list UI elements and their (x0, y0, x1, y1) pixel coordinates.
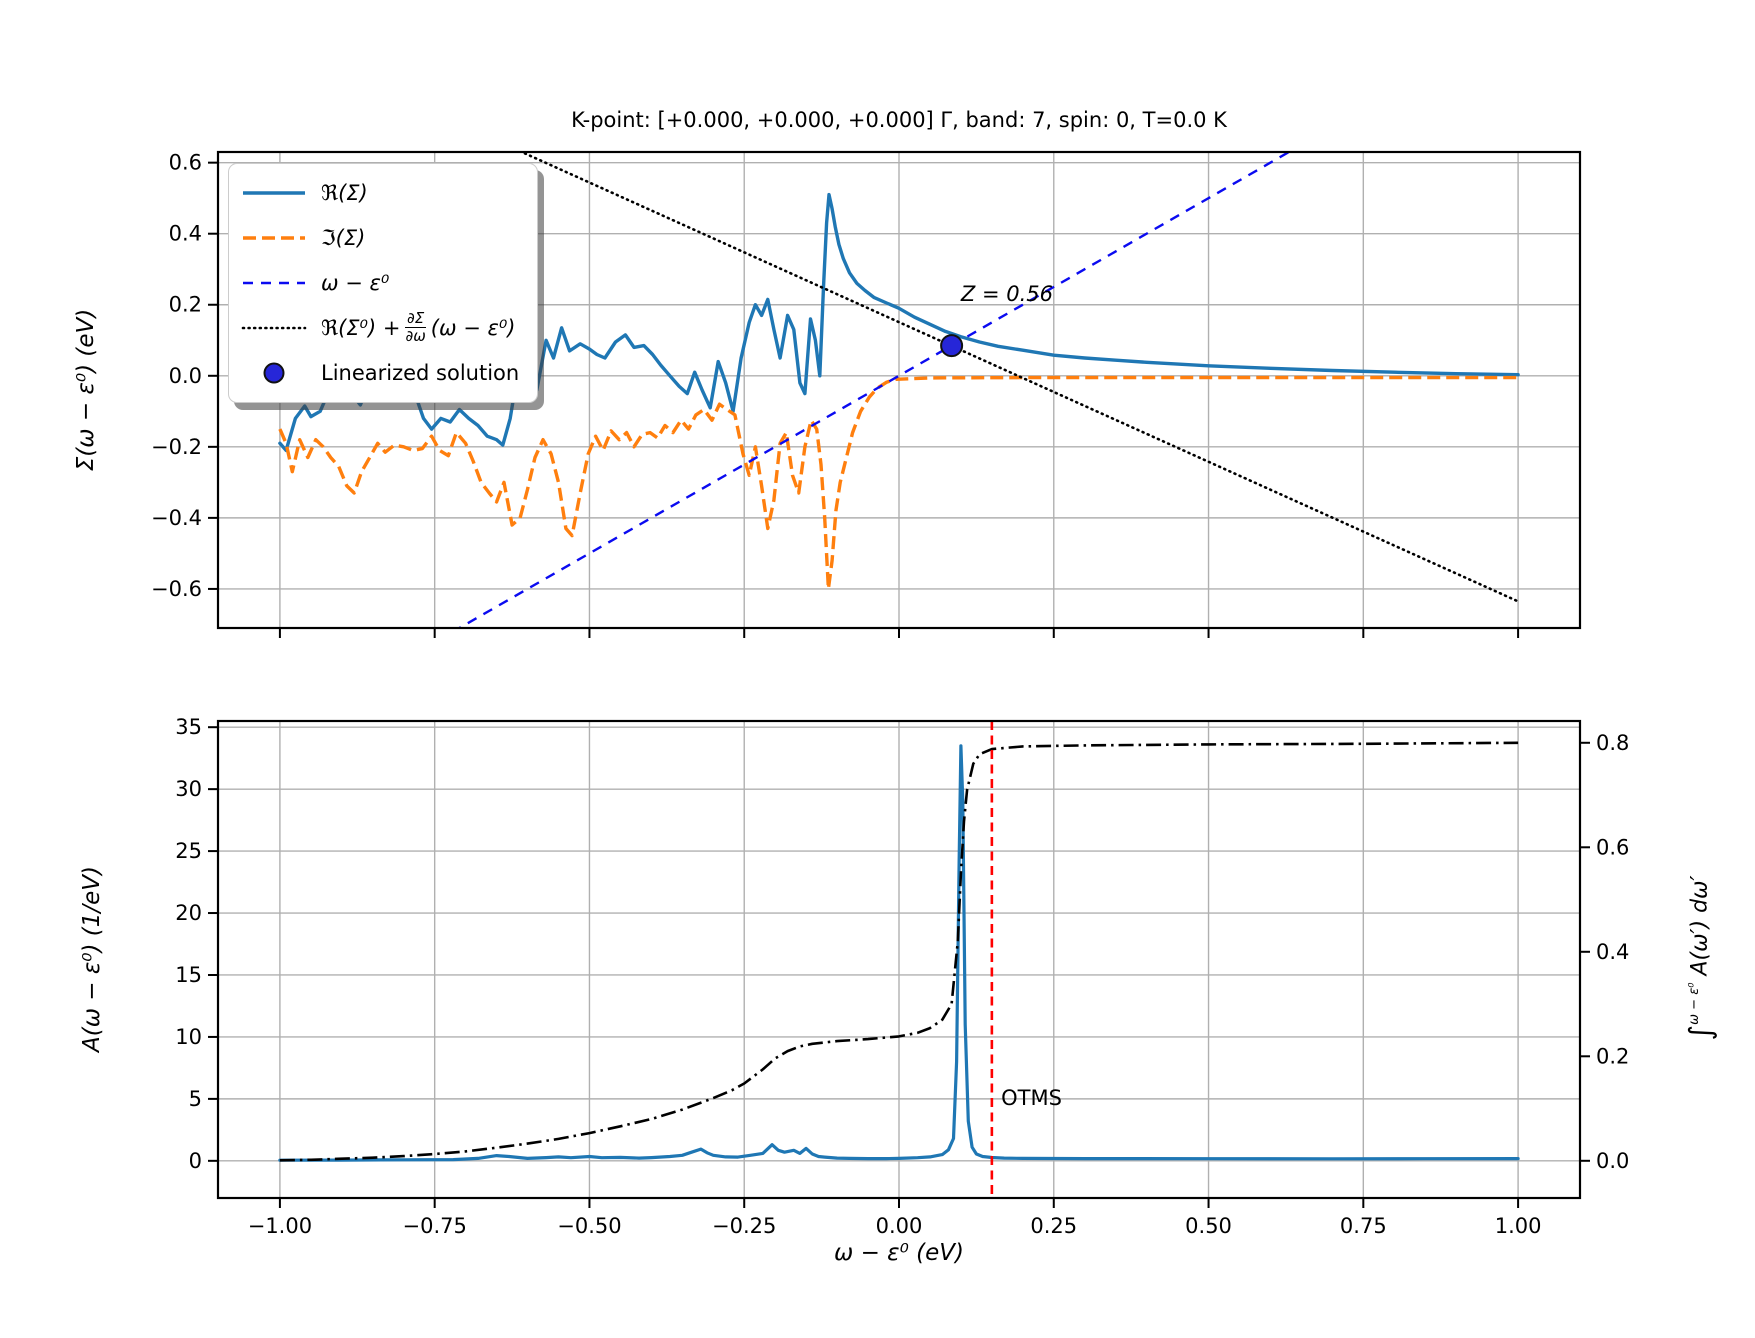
gridlines (218, 721, 1580, 1198)
tick-label: −0.75 (403, 1214, 467, 1238)
legend-label: ℑ(Σ) (321, 226, 366, 250)
tick-label: −0.6 (151, 577, 202, 601)
tick-label: 0 (189, 1149, 202, 1173)
tick-label: −1.00 (248, 1214, 312, 1238)
tick-label: −0.50 (557, 1214, 621, 1238)
legend-item-linearized-solution: Linearized solution (241, 354, 519, 392)
legend-item-im-sigma: ℑ(Σ) (241, 219, 519, 257)
tick-label: −0.2 (151, 435, 202, 459)
equation-fraction: ∂Σ ∂ω (405, 309, 426, 345)
y-axis-label-sigma: Σ(ω − ε⁰) (eV) (73, 308, 99, 472)
tick-label: 0.2 (1596, 1044, 1629, 1068)
tick-label: 0.0 (169, 364, 202, 388)
linearized-sigma-line (518, 152, 1520, 603)
tick-label: 0.6 (1596, 835, 1629, 859)
tick-label: 0.00 (876, 1214, 923, 1238)
legend-sample-line-icon (243, 236, 305, 240)
tick-label: 30 (175, 777, 202, 801)
y-axis-label-cumulative: ∫ω − ε⁰ A(ω′) dω′ (1684, 876, 1719, 1041)
tick-label: 35 (175, 715, 202, 739)
legend-label: ℜ(Σ) (321, 181, 368, 205)
tick-label: 10 (175, 1025, 202, 1049)
legend-label: ω − ε⁰ (321, 271, 390, 295)
plot-title: K-point: [+0.000, +0.000, +0.000] Γ, ban… (571, 108, 1227, 132)
fraction-numerator: ∂Σ (406, 309, 425, 328)
integral-rest: A(ω′) dω′ (1687, 875, 1713, 976)
x-axis-label: ω − ε⁰ (eV) (834, 1240, 964, 1266)
tick-label: 25 (175, 839, 202, 863)
tick-label: 0.4 (169, 222, 202, 246)
tick-label: 0.25 (1030, 1214, 1077, 1238)
legend: ℜ(Σ) ℑ(Σ) ω − ε⁰ ℜ(Σ⁰) + ∂Σ ∂ω (ω − ε⁰) L… (228, 163, 539, 403)
legend-label-equation: ℜ(Σ⁰) + ∂Σ ∂ω (ω − ε⁰) (321, 309, 516, 345)
tick-label: 0.75 (1340, 1214, 1387, 1238)
tick-label: 20 (175, 901, 202, 925)
cumulative-integral-curve (279, 741, 1519, 1162)
fraction-denominator: ∂ω (405, 327, 426, 345)
integral-upper-limit: ω − ε⁰ (1687, 982, 1703, 1025)
tick-label: 1.00 (1495, 1214, 1542, 1238)
z-factor-annotation: Z = 0.56 (960, 281, 1053, 306)
legend-item-omega: ω − ε⁰ (241, 264, 519, 302)
equation-prefix: ℜ(Σ⁰) + (321, 316, 401, 340)
legend-sample-line-icon (241, 326, 307, 330)
tick-label: 0.4 (1596, 940, 1629, 964)
legend-label: Linearized solution (321, 361, 520, 385)
tick-label: 0.8 (1596, 731, 1629, 755)
legend-sample-line-icon (243, 191, 305, 195)
tick-label: 15 (175, 963, 202, 987)
tick-label: −0.4 (151, 506, 202, 530)
tick-label: 0.50 (1185, 1214, 1232, 1238)
linearized-solution-marker (940, 334, 964, 358)
tick-label: 0.6 (169, 151, 202, 175)
legend-item-re-sigma: ℜ(Σ) (241, 174, 519, 212)
top-axis-ticks (208, 161, 1520, 638)
integral-sign: ∫ (1683, 1024, 1719, 1041)
bottom-axis-ticks (208, 726, 1590, 1208)
legend-item-linearized-sigma: ℜ(Σ⁰) + ∂Σ ∂ω (ω − ε⁰) (241, 309, 519, 347)
spectral-function-curve (278, 744, 1520, 1162)
tick-label: −0.25 (712, 1214, 776, 1238)
otms-annotation: OTMS (1001, 1085, 1062, 1110)
equation-suffix: (ω − ε⁰) (430, 316, 516, 340)
tick-label: 5 (189, 1087, 202, 1111)
legend-sample-marker-icon (263, 362, 285, 384)
im-sigma-curve (278, 375, 1519, 591)
legend-sample-line-icon (243, 281, 305, 285)
tick-label: 0.2 (169, 293, 202, 317)
tick-label: 0.0 (1596, 1149, 1629, 1173)
y-axis-label-spectral: A(ω − ε⁰) (1/eV) (79, 865, 105, 1053)
